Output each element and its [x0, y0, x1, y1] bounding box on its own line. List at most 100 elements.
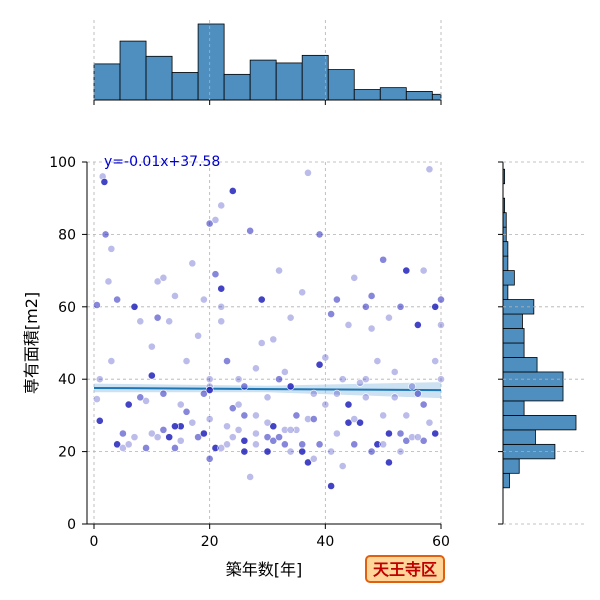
- data-point: [350, 273, 359, 282]
- data-point: [315, 360, 324, 369]
- data-point: [321, 400, 330, 409]
- x-hist-bar: [171, 72, 199, 101]
- top-marginal-histogram: [93, 20, 442, 105]
- data-point: [396, 429, 405, 438]
- data-point: [252, 429, 260, 438]
- data-point: [286, 447, 295, 456]
- data-point: [211, 216, 220, 224]
- data-point: [280, 425, 289, 434]
- x-hist-bar: [301, 54, 329, 101]
- data-point: [171, 292, 179, 300]
- data-point: [130, 302, 139, 311]
- data-point: [332, 295, 341, 304]
- data-point: [431, 357, 440, 365]
- data-point: [275, 433, 283, 442]
- data-point: [252, 364, 260, 373]
- x-hist-bar: [197, 23, 225, 101]
- data-point: [142, 397, 150, 405]
- data-point: [309, 389, 318, 398]
- data-point: [298, 288, 307, 297]
- data-point: [199, 389, 208, 398]
- y-hist-bar: [502, 255, 509, 271]
- data-point: [147, 429, 156, 438]
- data-point: [223, 422, 231, 431]
- data-point: [246, 226, 255, 235]
- data-point: [257, 295, 266, 304]
- regression: [93, 382, 442, 399]
- data-point: [104, 277, 113, 286]
- right-marginal-histogram: [498, 161, 585, 525]
- data-point: [390, 368, 399, 376]
- data-point: [280, 440, 289, 449]
- data-point: [431, 429, 440, 438]
- data-point: [413, 320, 422, 329]
- data-point: [315, 230, 324, 239]
- data-point: [344, 418, 353, 427]
- data-point: [402, 411, 411, 420]
- data-point: [385, 429, 393, 438]
- data-point: [280, 368, 289, 376]
- data-point: [92, 395, 101, 404]
- data-point: [408, 382, 416, 391]
- data-point: [113, 440, 122, 449]
- y-hist-bar: [502, 328, 525, 344]
- data-point: [286, 313, 295, 322]
- data-point: [119, 429, 127, 438]
- ward-badge: 天王寺区: [365, 555, 445, 583]
- data-point: [379, 440, 388, 449]
- badge-label: 天王寺区: [373, 560, 437, 579]
- y-hist-bar: [502, 414, 577, 431]
- data-point: [182, 357, 191, 365]
- data-point: [425, 165, 434, 174]
- y-tick-label: 80: [58, 227, 76, 243]
- data-point: [361, 375, 370, 384]
- data-point: [350, 415, 359, 423]
- regression-equation: y=-0.01x+37.58: [104, 154, 220, 170]
- y-hist-bar: [502, 458, 520, 474]
- data-point: [205, 375, 214, 384]
- data-point: [223, 357, 231, 365]
- x-axis-label: 築年数[年]: [226, 560, 303, 579]
- data-point: [153, 313, 162, 322]
- data-point: [194, 331, 202, 340]
- data-point: [205, 219, 214, 228]
- data-point: [171, 444, 179, 452]
- y-tick-label: 100: [49, 155, 76, 171]
- data-point: [338, 462, 347, 470]
- data-point: [425, 418, 434, 427]
- x-hist-bar: [405, 91, 433, 101]
- data-point: [217, 444, 226, 452]
- data-point: [298, 440, 307, 449]
- data-point: [402, 436, 411, 445]
- data-point: [356, 418, 364, 427]
- data-point: [332, 429, 341, 438]
- data-point: [338, 375, 347, 384]
- data-point: [130, 433, 139, 442]
- data-point: [275, 266, 283, 275]
- data-point: [327, 310, 336, 318]
- data-point: [240, 382, 249, 391]
- data-point: [107, 244, 116, 253]
- data-point: [188, 259, 197, 268]
- data-point: [153, 277, 162, 286]
- data-point: [269, 436, 278, 445]
- data-point: [344, 320, 353, 329]
- data-point: [408, 433, 416, 442]
- data-point: [211, 270, 220, 279]
- data-point: [396, 302, 405, 311]
- data-point: [124, 400, 133, 409]
- data-point: [113, 295, 122, 304]
- y-axis-label: 専有面積[m2]: [22, 292, 41, 394]
- data-point: [217, 302, 226, 311]
- data-point: [228, 433, 237, 442]
- data-point: [437, 320, 445, 329]
- data-point: [95, 416, 104, 425]
- y-tick-label: 40: [58, 372, 76, 388]
- data-point: [309, 415, 318, 423]
- data-point: [147, 342, 156, 351]
- x-hist-bar: [327, 69, 355, 101]
- x-tick-label: 40: [316, 534, 334, 550]
- data-point: [95, 375, 104, 384]
- data-point: [252, 440, 260, 449]
